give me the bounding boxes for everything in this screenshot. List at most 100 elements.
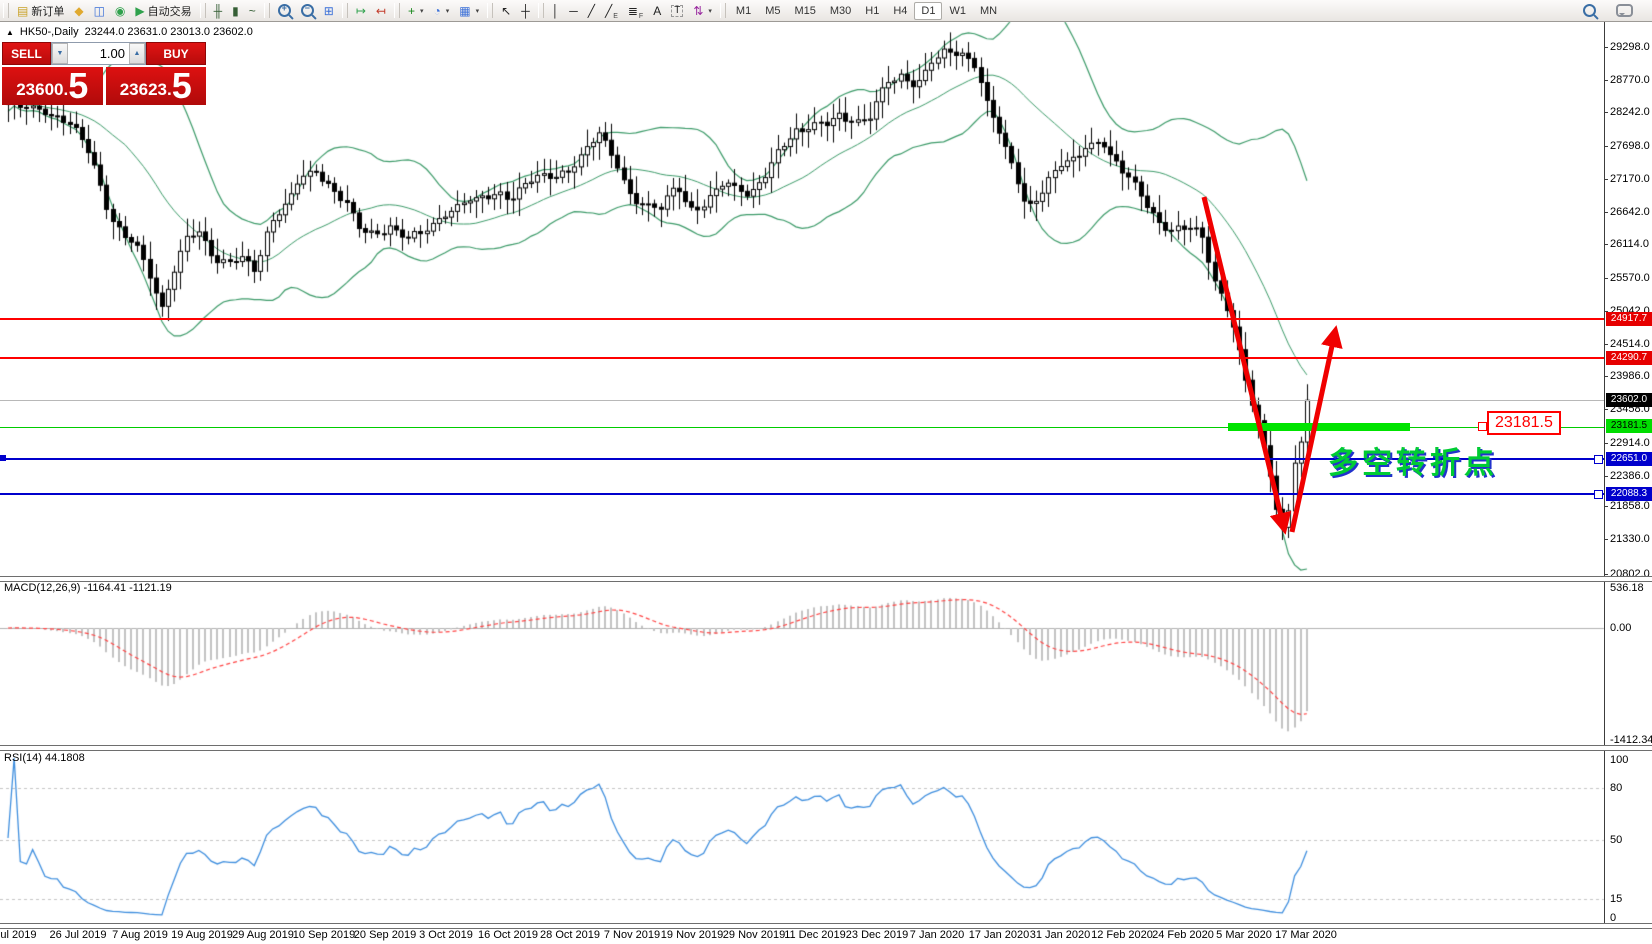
timeframe-h1[interactable]: H1: [865, 4, 880, 17]
vertical-line-icon[interactable]: │: [547, 1, 565, 21]
icon-sub-letter: E: [613, 12, 618, 20]
timeframe-m5[interactable]: M5: [765, 4, 781, 17]
crosshair-icon[interactable]: ┼: [516, 1, 535, 21]
sell-button[interactable]: SELL: [2, 42, 51, 65]
gold-deposit-icon[interactable]: ◆: [69, 1, 88, 21]
line-chart-icon[interactable]: ~: [244, 1, 261, 21]
dropdown-caret-icon[interactable]: ▾: [708, 7, 712, 15]
auto-trading-button[interactable]: ▶ 自动交易: [130, 1, 196, 21]
cursor-icon[interactable]: ↖: [496, 1, 516, 21]
new-order-button[interactable]: ▤ 新订单: [12, 1, 69, 21]
dropdown-caret-icon[interactable]: ▾: [475, 7, 480, 15]
bar-chart-icon[interactable]: ╫: [209, 1, 228, 21]
date-tick-label: 31 Jan 2020: [1029, 929, 1091, 941]
signals-icon[interactable]: ◉: [110, 1, 130, 21]
toolbar-grip: [199, 3, 206, 18]
blue-line-handle[interactable]: [0, 455, 6, 461]
timeframe-d1[interactable]: D1: [914, 1, 943, 20]
dropdown-caret-icon[interactable]: ▾: [445, 7, 450, 15]
fibonacci-icon[interactable]: ≣ F: [623, 1, 648, 21]
text-icon: A: [653, 3, 662, 18]
price-tick-mark: [1604, 311, 1608, 312]
pivot-highlight-bar[interactable]: [1228, 423, 1410, 431]
volume-input[interactable]: 1.00: [99, 46, 125, 61]
horizontal-line-icon[interactable]: ─: [564, 1, 583, 21]
main-toolbar: ▤ 新订单 ◆ ◫ ◉ ▶ 自动交易 ╫ ▮ ~ + − ⊞ ↦ ↤ + ▾ ◔ ▾ ▦ ▾ ↖ ┼ │ ─ ╱ ╱ E ≣ F A T ⇅ ▾ M…: [0, 0, 1652, 22]
timeframe-w1[interactable]: W1: [949, 4, 966, 17]
blue-line-handle[interactable]: [1594, 490, 1603, 499]
auto-scroll-icon[interactable]: ↤: [371, 1, 391, 21]
tile-windows-icon[interactable]: ⊞: [319, 1, 339, 21]
price-tick-label: 27698.0: [1610, 140, 1650, 152]
community-icon[interactable]: ◫: [89, 1, 110, 21]
chart-shift-icon[interactable]: ↦: [351, 1, 371, 21]
timeframe-h4[interactable]: H4: [893, 4, 908, 17]
equidistant-channel-icon: ╱: [604, 3, 613, 18]
dropdown-caret-icon[interactable]: ▾: [419, 7, 424, 15]
text-icon[interactable]: A: [648, 1, 666, 21]
price-tick-label: 26642.0: [1610, 206, 1650, 218]
candlestick-chart-icon[interactable]: ▮: [227, 1, 244, 21]
volume-decrease-button[interactable]: ▼: [52, 43, 68, 64]
resistance-line-2[interactable]: [0, 357, 1604, 359]
macd-rsi-separator[interactable]: [0, 745, 1652, 751]
search-icon[interactable]: [1578, 1, 1601, 21]
chat-icon[interactable]: [1611, 1, 1638, 21]
resistance-line-1[interactable]: [0, 318, 1604, 320]
blue-line-handle[interactable]: [1594, 455, 1603, 464]
toolbar-grip: [263, 3, 270, 18]
zoom-in-icon[interactable]: +: [273, 1, 296, 21]
down-arrow[interactable]: [1201, 196, 1292, 535]
price-badge-24917.7: 24917.7: [1606, 312, 1652, 326]
timeframe-m1[interactable]: M1: [735, 4, 752, 17]
price-axis-line[interactable]: [1604, 21, 1605, 927]
trendline-icon[interactable]: ╱: [583, 1, 600, 21]
timeframe-mn[interactable]: MN: [979, 4, 998, 17]
zoom-out-icon[interactable]: −: [296, 1, 319, 21]
fibonacci-icon: ≣: [627, 3, 638, 18]
rsi-axis-label: 50: [1610, 834, 1623, 846]
chart-period-button[interactable]: ◔ ▾: [429, 1, 455, 21]
callout-anchor-handle[interactable]: [1478, 422, 1487, 431]
indicators-button[interactable]: ▦ ▾: [454, 1, 484, 21]
signals-icon: ◉: [114, 3, 126, 18]
macd-label: MACD(12,26,9) -1164.41 -1121.19: [4, 582, 172, 594]
price-tick-mark: [1604, 409, 1608, 410]
volume-increase-button[interactable]: ▲: [129, 43, 145, 64]
main-macd-separator[interactable]: [0, 576, 1652, 582]
timeframe-m15[interactable]: M15: [794, 4, 816, 17]
support-line-2[interactable]: [0, 493, 1604, 495]
price-callout-label[interactable]: 23181.5: [1487, 411, 1561, 435]
date-tick-label: 17 Mar 2020: [1275, 929, 1337, 941]
horizontal-line-icon: ─: [569, 3, 578, 18]
date-tick-label: 7 Nov 2019: [603, 929, 661, 941]
price-tick-mark: [1604, 244, 1608, 245]
date-tick-label: 24 Feb 2020: [1152, 929, 1214, 941]
up-arrow[interactable]: [1289, 325, 1343, 533]
arrows-icon[interactable]: ⇅ ▾: [688, 1, 717, 21]
date-tick-label: 5 Mar 2020: [1216, 929, 1272, 941]
price-tick-mark: [1604, 146, 1608, 147]
support-line-1[interactable]: [0, 458, 1604, 460]
ask-price-box[interactable]: 23623 . 5: [105, 67, 206, 105]
collapse-icon[interactable]: ▲: [6, 27, 14, 37]
equidistant-channel-icon[interactable]: ╱ E: [600, 1, 623, 21]
zoom-in-icon: +: [277, 3, 291, 17]
price-tick-mark: [1604, 80, 1608, 81]
current-price-line[interactable]: [0, 400, 1604, 401]
turning-point-annotation[interactable]: 多空转折点: [1328, 447, 1498, 480]
new-chart-button[interactable]: + ▾: [403, 1, 429, 21]
date-tick-label: 29 Nov 2019: [722, 929, 786, 941]
buy-button[interactable]: BUY: [146, 42, 206, 65]
timeframe-m30[interactable]: M30: [829, 4, 852, 17]
mag-sign: +: [281, 3, 287, 13]
pivot-green-line[interactable]: [0, 427, 1604, 428]
text-label-icon[interactable]: T: [666, 1, 688, 21]
bid-price-box[interactable]: 23600 . 5: [2, 67, 103, 105]
rsi-dates-separator[interactable]: [0, 923, 1652, 929]
price-tick-mark: [1604, 47, 1608, 48]
new-order-button-label: 新订单: [31, 5, 65, 18]
